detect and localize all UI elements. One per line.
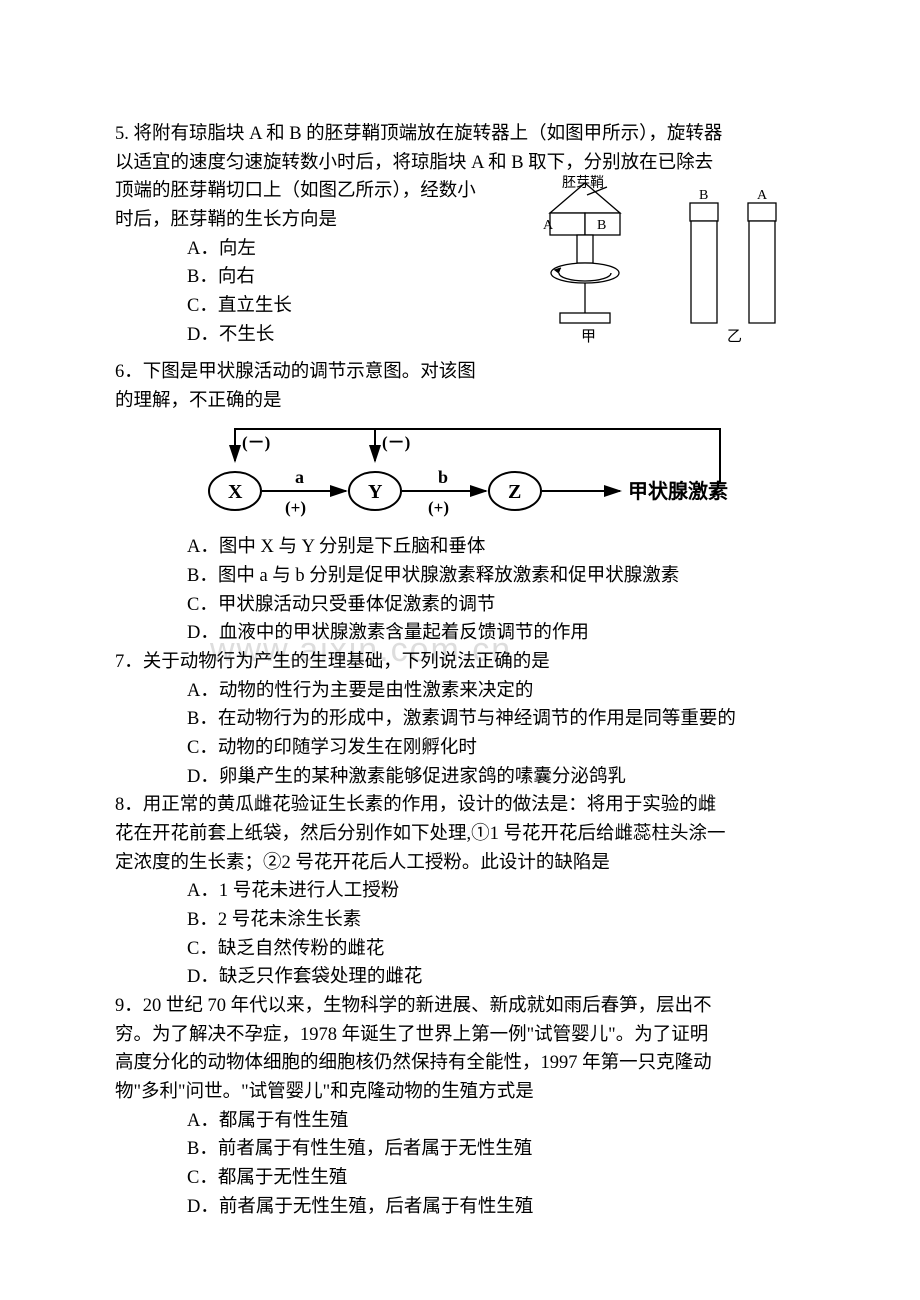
svg-text:(－): (－)	[242, 433, 270, 452]
q9-optB: B．前者属于有性生殖，后者属于无性生殖	[187, 1135, 805, 1164]
content: 5. 将附有琼脂块 A 和 B 的胚芽鞘顶端放在旋转器上（如图甲所示），旋转器 …	[115, 120, 805, 1221]
q9-stem-l4: 物"多利"问世。"试管婴儿"和克隆动物的生殖方式是	[115, 1078, 805, 1107]
q6-stem-l2: 的理解，不正确的是	[115, 387, 805, 416]
q9-stem-l3: 高度分化的动物体细胞的细胞核仍然保持有全能性，1997 年第一只克隆动	[115, 1049, 805, 1078]
svg-text:甲: 甲	[581, 329, 596, 345]
svg-text:A: A	[757, 188, 768, 203]
q9-optD: D．前者属于无性生殖，后者属于有性生殖	[187, 1193, 805, 1222]
q5-stem-l1: 5. 将附有琼脂块 A 和 B 的胚芽鞘顶端放在旋转器上（如图甲所示），旋转器	[115, 120, 805, 149]
svg-text:甲状腺激素: 甲状腺激素	[628, 479, 728, 503]
svg-text:胚芽鞘: 胚芽鞘	[562, 175, 604, 191]
q8-optA: A．1 号花未进行人工授粉	[187, 877, 805, 906]
q8-optD: D．缺乏只作套袋处理的雌花	[187, 963, 805, 992]
q8-options: A．1 号花未进行人工授粉 B．2 号花未涂生长素 C．缺乏自然传粉的雌花 D．…	[115, 877, 805, 992]
q6-figure: X Y Z a (+) b (+) 甲状腺激素 (－)	[180, 421, 740, 531]
svg-text:(+): (+)	[285, 498, 306, 517]
q9-optA: A．都属于有性生殖	[187, 1107, 805, 1136]
q7-optB: B．在动物行为的形成中，激素调节与神经调节的作用是同等重要的	[187, 705, 805, 734]
q6-optD: D．血液中的甲状腺激素含量起着反馈调节的作用	[187, 619, 805, 648]
svg-text:X: X	[228, 481, 243, 503]
svg-text:B: B	[699, 188, 708, 203]
q6-optA: A．图中 X 与 Y 分别是下丘脑和垂体	[187, 533, 805, 562]
svg-text:a: a	[295, 467, 304, 487]
q6-optB: B．图中 a 与 b 分别是促甲状腺激素释放激素和促甲状腺激素	[187, 562, 805, 591]
q5-figure: 胚芽鞘 A B	[515, 173, 805, 358]
q6-options: A．图中 X 与 Y 分别是下丘脑和垂体 B．图中 a 与 b 分别是促甲状腺激…	[115, 533, 805, 648]
q5-stem-l2: 以适宜的速度匀速旋转数小时后，将琼脂块 A 和 B 取下，分别放在已除去	[115, 149, 805, 178]
q7-options: A．动物的性行为主要是由性激素来决定的 B．在动物行为的形成中，激素调节与神经调…	[115, 677, 805, 792]
q8-stem-l1: 8．用正常的黄瓜雌花验证生长素的作用，设计的做法是：将用于实验的雌	[115, 791, 805, 820]
q7-optD: D．卵巢产生的某种激素能够促进家鸽的嗉囊分泌鸽乳	[187, 763, 805, 792]
q7-optA: A．动物的性行为主要是由性激素来决定的	[187, 677, 805, 706]
q8-optC: C．缺乏自然传粉的雌花	[187, 935, 805, 964]
svg-text:(－): (－)	[382, 433, 410, 452]
q9-stem-l2: 穷。为了解决不孕症，1978 年诞生了世界上第一例"试管婴儿"。为了证明	[115, 1021, 805, 1050]
svg-text:Y: Y	[368, 481, 383, 503]
svg-text:B: B	[597, 218, 606, 233]
svg-text:乙: 乙	[727, 329, 742, 345]
q8-stem-l3: 定浓度的生长素；②2 号花开花后人工授粉。此设计的缺陷是	[115, 849, 805, 878]
q6-stem-l1: 6．下图是甲状腺活动的调节示意图。对该图	[115, 358, 805, 387]
q8-stem-l2: 花在开花前套上纸袋，然后分别作如下处理,①1 号花开花后给雌蕊柱头涂一	[115, 820, 805, 849]
svg-text:(+): (+)	[428, 498, 449, 517]
svg-text:A: A	[543, 218, 554, 233]
svg-text:b: b	[438, 467, 448, 487]
q8-optB: B．2 号花未涂生长素	[187, 906, 805, 935]
q9-options: A．都属于有性生殖 B．前者属于有性生殖，后者属于无性生殖 C．都属于无性生殖 …	[115, 1107, 805, 1222]
q7-optC: C．动物的印随学习发生在刚孵化时	[187, 734, 805, 763]
q7-stem: 7．关于动物行为产生的生理基础，下列说法正确的是	[115, 648, 805, 677]
q9-optC: C．都属于无性生殖	[187, 1164, 805, 1193]
q9-stem-l1: 9．20 世纪 70 年代以来，生物科学的新进展、新成就如雨后春笋，层出不	[115, 992, 805, 1021]
q6-optC: C．甲状腺活动只受垂体促激素的调节	[187, 591, 805, 620]
svg-text:Z: Z	[508, 481, 521, 503]
